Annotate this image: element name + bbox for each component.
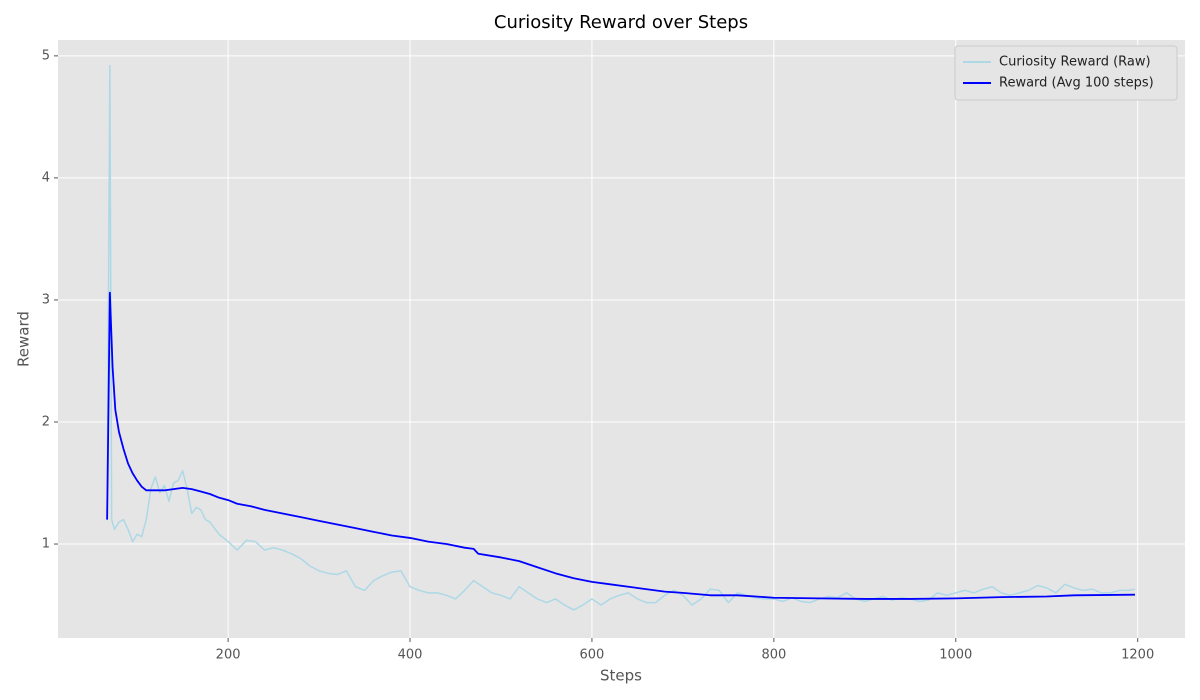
series-line: [106, 64, 1136, 611]
legend-box: [954, 45, 1178, 101]
series-line: [106, 291, 1135, 600]
plot-area: [58, 40, 1185, 638]
y-tick-label: 1: [42, 537, 50, 552]
x-tick-label: 1200: [1121, 648, 1154, 663]
x-tick-label: 600: [580, 648, 605, 663]
y-tick-label: 2: [42, 414, 50, 429]
legend-label: Reward (Avg 100 steps): [999, 76, 1154, 91]
y-tick-label: 3: [42, 292, 50, 307]
y-tick-label: 4: [42, 170, 50, 185]
chart-title: Curiosity Reward over Steps: [494, 12, 748, 33]
legend-label: Curiosity Reward (Raw): [999, 55, 1151, 70]
x-axis-label: Steps: [600, 667, 642, 685]
legend: Curiosity Reward (Raw) Reward (Avg 100 st…: [954, 45, 1178, 101]
x-tick-label: 400: [398, 648, 423, 663]
x-tick-label: 800: [761, 648, 786, 663]
y-axis-label: Reward: [15, 311, 33, 367]
y-tick-label: 5: [42, 48, 50, 63]
x-tick-label: 1000: [939, 648, 972, 663]
x-tick-label: 200: [216, 648, 241, 663]
